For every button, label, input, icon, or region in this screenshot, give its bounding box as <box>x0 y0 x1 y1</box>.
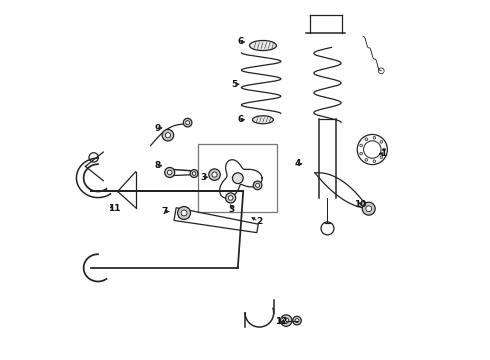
Circle shape <box>365 158 368 161</box>
Circle shape <box>162 130 173 141</box>
Circle shape <box>165 167 175 177</box>
Text: 6: 6 <box>237 115 244 124</box>
Circle shape <box>360 152 363 155</box>
Circle shape <box>232 173 243 184</box>
Circle shape <box>366 206 371 212</box>
Text: 3: 3 <box>229 205 235 214</box>
Circle shape <box>253 181 262 190</box>
Circle shape <box>365 138 368 140</box>
Text: 2: 2 <box>256 217 262 226</box>
Bar <box>198 144 277 212</box>
Text: 10: 10 <box>354 200 366 209</box>
Ellipse shape <box>252 116 273 124</box>
Text: 9: 9 <box>155 123 161 132</box>
Circle shape <box>383 148 386 151</box>
Text: 6: 6 <box>237 37 244 46</box>
Circle shape <box>380 140 383 143</box>
Circle shape <box>293 316 301 325</box>
Circle shape <box>183 118 192 127</box>
Text: 7: 7 <box>162 207 168 216</box>
Circle shape <box>192 172 196 175</box>
Circle shape <box>225 193 236 203</box>
Text: 8: 8 <box>155 161 161 170</box>
Circle shape <box>362 202 375 215</box>
Circle shape <box>165 132 171 138</box>
Circle shape <box>280 315 292 326</box>
Ellipse shape <box>249 41 276 50</box>
Circle shape <box>190 170 198 177</box>
Circle shape <box>209 169 221 180</box>
Circle shape <box>181 210 187 216</box>
Circle shape <box>284 318 289 323</box>
Text: 5: 5 <box>232 80 238 89</box>
Circle shape <box>168 170 172 175</box>
Circle shape <box>295 319 299 323</box>
Text: 4: 4 <box>294 159 301 168</box>
Circle shape <box>256 184 260 187</box>
Text: 11: 11 <box>108 204 121 213</box>
Text: 3: 3 <box>200 173 206 182</box>
Circle shape <box>228 196 233 200</box>
Text: 1: 1 <box>380 149 387 158</box>
Circle shape <box>212 172 217 177</box>
Circle shape <box>380 156 383 158</box>
Circle shape <box>373 160 376 163</box>
Circle shape <box>373 136 376 139</box>
Text: 12: 12 <box>275 317 287 326</box>
Circle shape <box>360 144 363 147</box>
Circle shape <box>177 207 191 220</box>
Circle shape <box>186 121 190 125</box>
